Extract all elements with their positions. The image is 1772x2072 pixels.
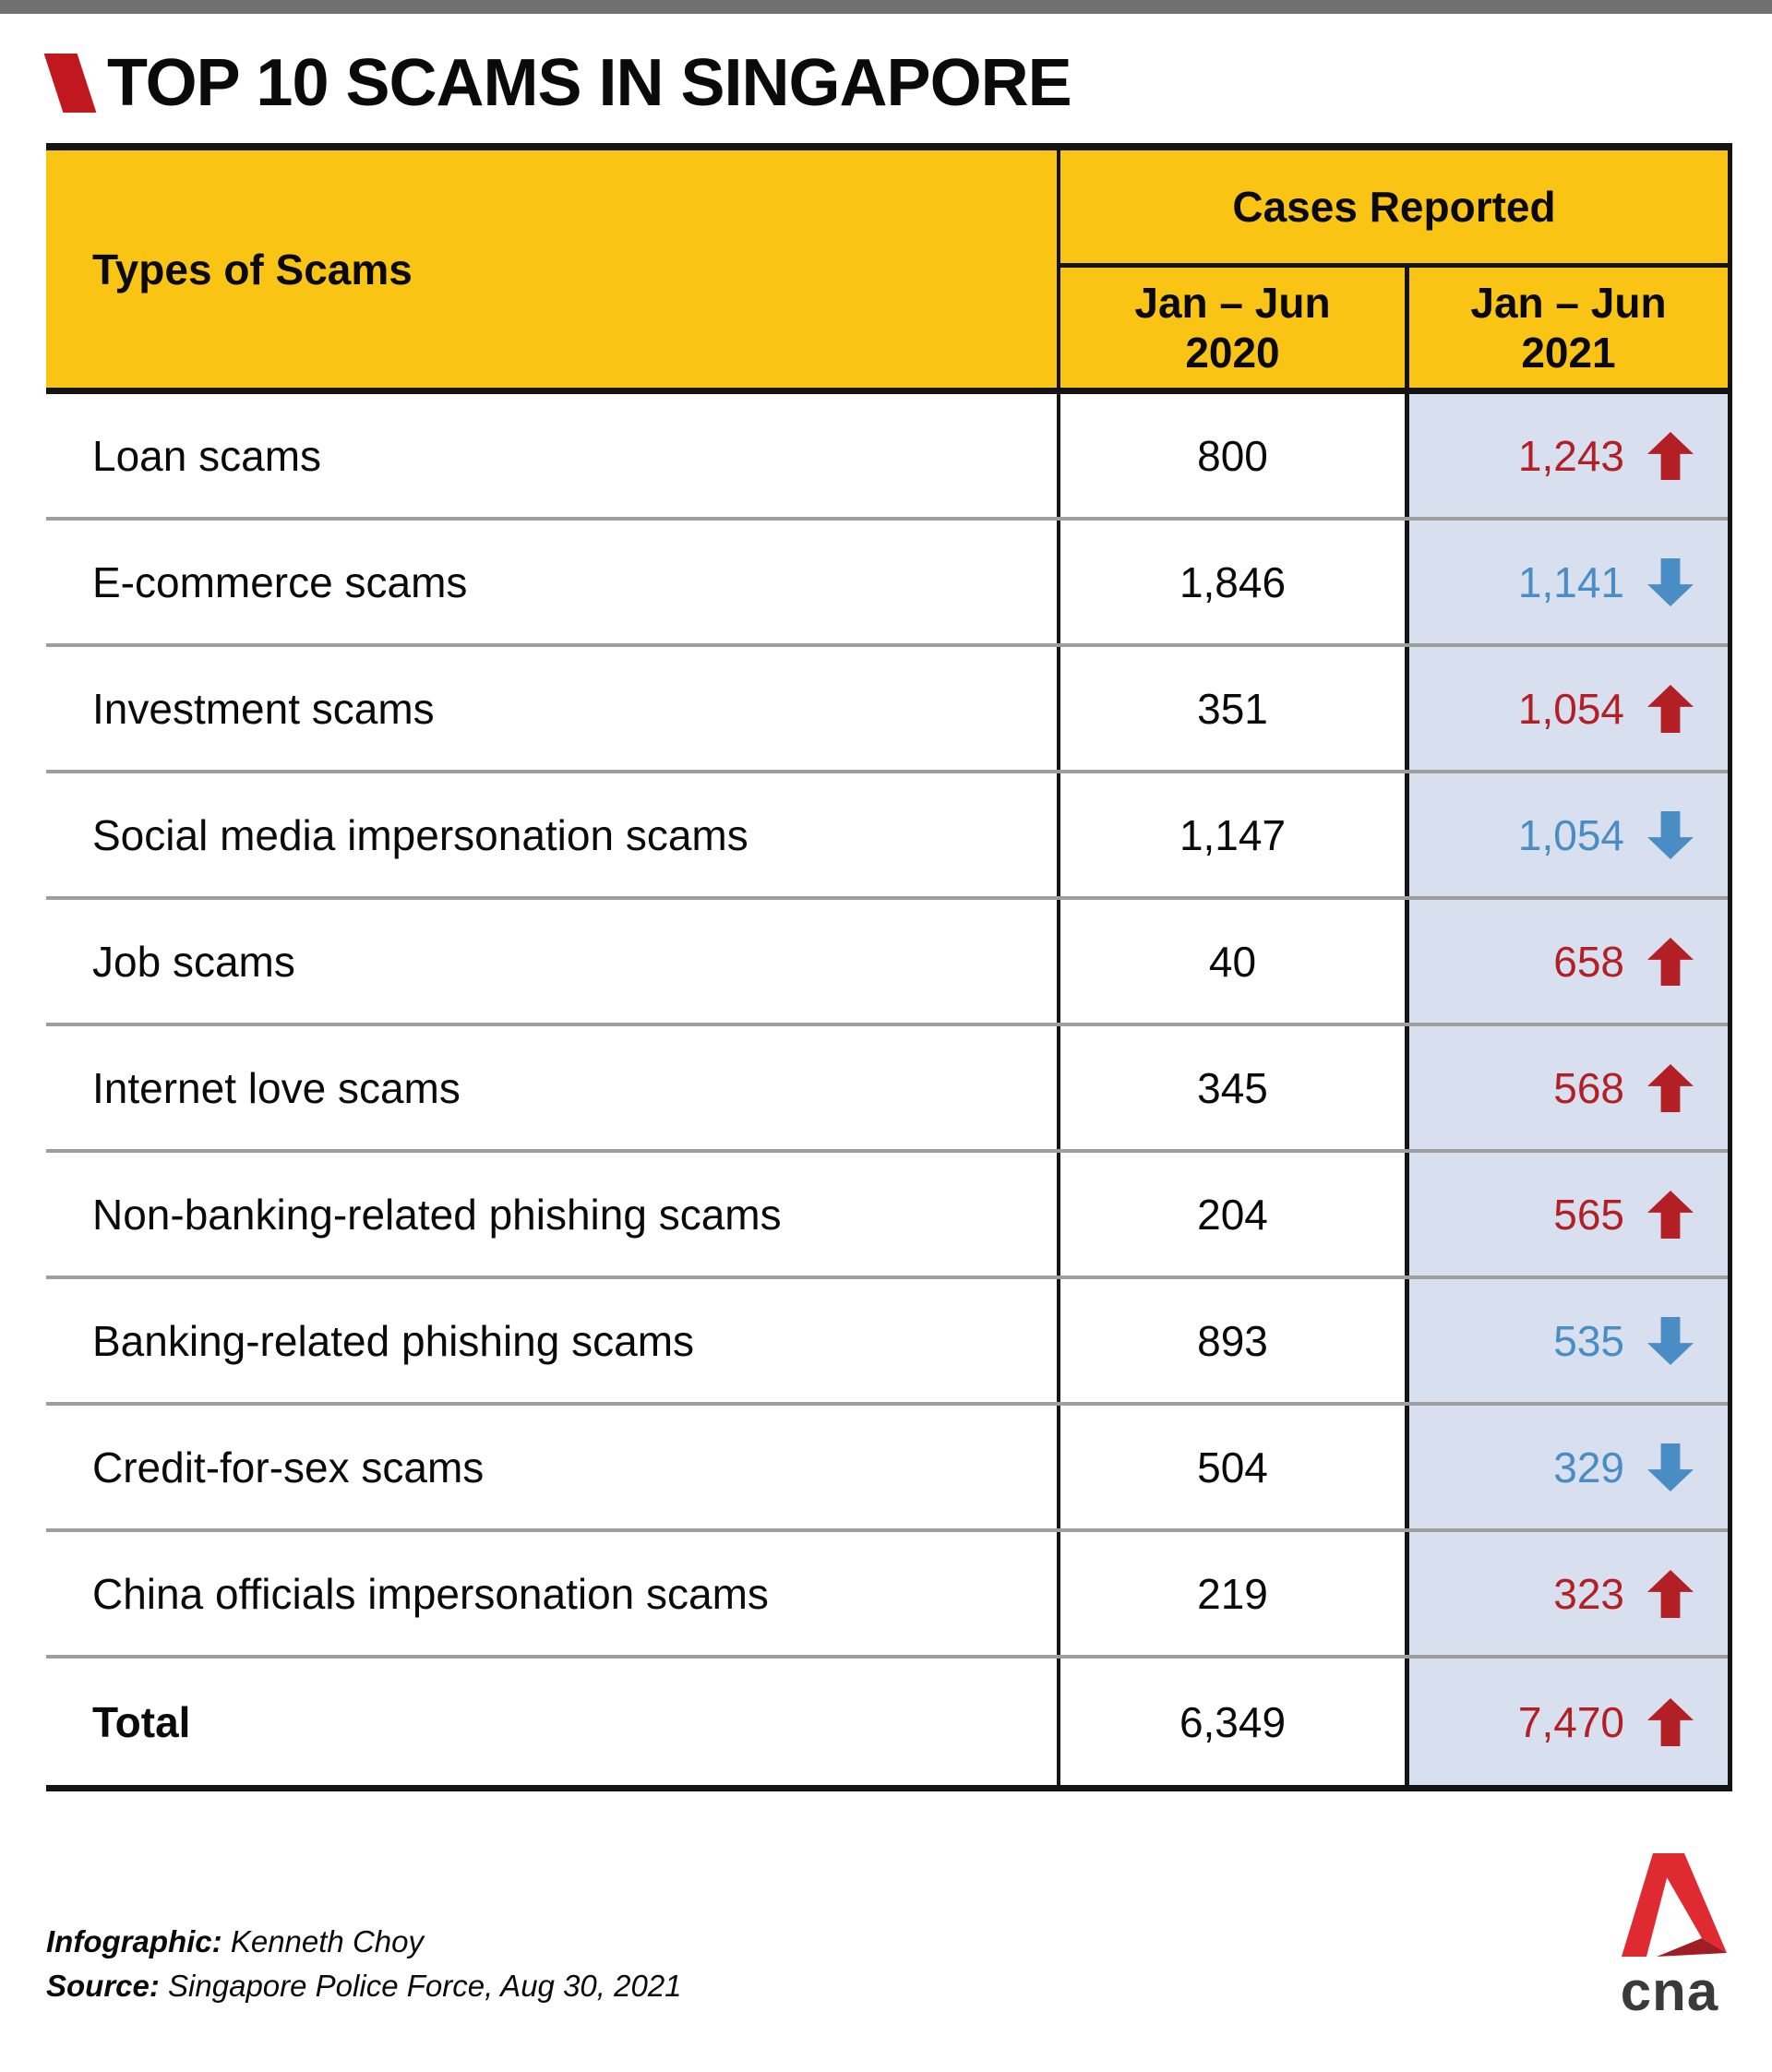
cases-2020-value: 1,147	[1057, 773, 1405, 896]
table-row: Internet love scams 345 568	[46, 1026, 1728, 1153]
cases-2021-cell: 1,141	[1405, 521, 1728, 643]
scam-type-label: China officials impersonation scams	[92, 1569, 769, 1618]
cases-2021-value: 1,141	[1517, 557, 1624, 606]
scam-type-label: Internet love scams	[92, 1063, 461, 1112]
cases-2021-cell: 329	[1405, 1406, 1728, 1528]
period-2020-line2: 2020	[1185, 329, 1280, 377]
trend-up-arrow-icon	[1647, 684, 1694, 733]
title-row: TOP 10 SCAMS IN SINGAPORE	[43, 46, 1772, 120]
table-header: Types of Scams Cases Reported Jan – Jun …	[46, 143, 1728, 394]
cases-2021-value: 565	[1553, 1190, 1624, 1239]
cases-2021-cell: 658	[1405, 900, 1728, 1023]
cases-2020-value: 351	[1057, 647, 1405, 770]
scam-type-label: Loan scams	[92, 431, 322, 480]
footer-credits: Infographic: Kenneth Choy Source: Singap…	[46, 1920, 682, 2008]
trend-down-arrow-icon	[1647, 557, 1694, 606]
cases-2020-value: 345	[1057, 1026, 1405, 1149]
column-header-jan-jun-2021: Jan – Jun 2021	[1405, 268, 1728, 388]
table-row: E-commerce scams 1,846 1,141	[46, 521, 1728, 647]
source-value: Singapore Police Force, Aug 30, 2021	[168, 1968, 682, 2003]
cna-logo-mark-icon	[1621, 1853, 1727, 1957]
cases-2021-value: 568	[1553, 1063, 1624, 1112]
table-row: Investment scams 351 1,054	[46, 647, 1728, 773]
trend-down-arrow-icon	[1647, 1316, 1694, 1365]
cases-2020-value: 1,846	[1057, 521, 1405, 643]
cna-wordmark: cna	[1620, 1960, 1719, 2022]
period-2021-line1: Jan – Jun	[1470, 278, 1667, 327]
infographic-value: Kenneth Choy	[230, 1924, 424, 1958]
scam-type-label: Investment scams	[92, 684, 435, 733]
cases-2020-value: 504	[1057, 1406, 1405, 1528]
cases-2021-cell: 1,243	[1405, 394, 1728, 517]
infographic-credit: Infographic: Kenneth Choy	[46, 1920, 682, 1964]
column-header-jan-jun-2020: Jan – Jun 2020	[1060, 268, 1405, 388]
cases-2021-cell: 535	[1405, 1279, 1728, 1402]
top-gray-bar	[0, 0, 1772, 14]
table-row: Total 6,349 7,470	[46, 1659, 1728, 1785]
table-row: Social media impersonation scams 1,147 1…	[46, 773, 1728, 900]
cases-2021-cell: 7,470	[1405, 1659, 1728, 1785]
trend-down-arrow-icon	[1647, 810, 1694, 859]
period-2021-line2: 2021	[1521, 329, 1616, 377]
scam-type-label: Banking-related phishing scams	[92, 1316, 695, 1365]
red-slash-icon	[43, 54, 97, 113]
cases-2021-value: 1,243	[1517, 431, 1624, 480]
cases-2021-value: 1,054	[1517, 810, 1624, 859]
cases-2020-value: 40	[1057, 900, 1405, 1023]
cases-2021-cell: 565	[1405, 1153, 1728, 1276]
cases-2021-cell: 568	[1405, 1026, 1728, 1149]
cases-2021-value: 323	[1553, 1569, 1624, 1618]
cna-logo: cna	[1610, 1853, 1730, 2019]
infographic-label: Infographic:	[46, 1924, 222, 1958]
table-row: Non-banking-related phishing scams 204 5…	[46, 1153, 1728, 1279]
trend-down-arrow-icon	[1647, 1443, 1694, 1491]
scam-type-label: Social media impersonation scams	[92, 810, 748, 859]
cases-2021-cell: 323	[1405, 1532, 1728, 1655]
table-row: Credit-for-sex scams 504 329	[46, 1406, 1728, 1532]
period-2020-line1: Jan – Jun	[1134, 278, 1331, 327]
cases-reported-group: Cases Reported Jan – Jun 2020 Jan – Jun …	[1057, 150, 1728, 388]
trend-up-arrow-icon	[1647, 937, 1694, 986]
cases-2021-value: 535	[1553, 1316, 1624, 1365]
scams-table: Types of Scams Cases Reported Jan – Jun …	[46, 143, 1732, 1791]
table-row: Banking-related phishing scams 893 535	[46, 1279, 1728, 1406]
cases-2021-value: 658	[1553, 937, 1624, 986]
trend-up-arrow-icon	[1647, 431, 1694, 480]
cases-2020-value: 893	[1057, 1279, 1405, 1402]
source-label: Source:	[46, 1968, 160, 2003]
trend-up-arrow-icon	[1647, 1190, 1694, 1239]
column-group-header-cases-reported: Cases Reported	[1060, 150, 1728, 268]
cases-2021-cell: 1,054	[1405, 647, 1728, 770]
scam-type-label: Credit-for-sex scams	[92, 1443, 485, 1491]
cases-2020-value: 6,349	[1057, 1659, 1405, 1785]
cases-2020-value: 204	[1057, 1153, 1405, 1276]
column-header-types-of-scams: Types of Scams	[92, 245, 413, 293]
cases-2020-value: 219	[1057, 1532, 1405, 1655]
cases-2021-value: 1,054	[1517, 684, 1624, 733]
table-row: Loan scams 800 1,243	[46, 394, 1728, 521]
cases-2020-value: 800	[1057, 394, 1405, 517]
cases-2021-value: 7,470	[1517, 1697, 1624, 1746]
cases-2021-value: 329	[1553, 1443, 1624, 1491]
scam-type-label: E-commerce scams	[92, 557, 468, 606]
page-title: TOP 10 SCAMS IN SINGAPORE	[107, 46, 1072, 120]
trend-up-arrow-icon	[1647, 1063, 1694, 1112]
trend-up-arrow-icon	[1647, 1569, 1694, 1618]
source-credit: Source: Singapore Police Force, Aug 30, …	[46, 1964, 682, 2008]
period-headers: Jan – Jun 2020 Jan – Jun 2021	[1060, 268, 1728, 388]
table-row: Job scams 40 658	[46, 900, 1728, 1026]
scam-type-label: Job scams	[92, 937, 295, 986]
cases-2021-cell: 1,054	[1405, 773, 1728, 896]
scam-type-label: Total	[92, 1697, 191, 1746]
table-body: Loan scams 800 1,243 E-commerce scams 1,…	[46, 394, 1728, 1791]
scam-type-label: Non-banking-related phishing scams	[92, 1190, 782, 1239]
table-row: China officials impersonation scams 219 …	[46, 1532, 1728, 1659]
trend-up-arrow-icon	[1647, 1697, 1694, 1746]
